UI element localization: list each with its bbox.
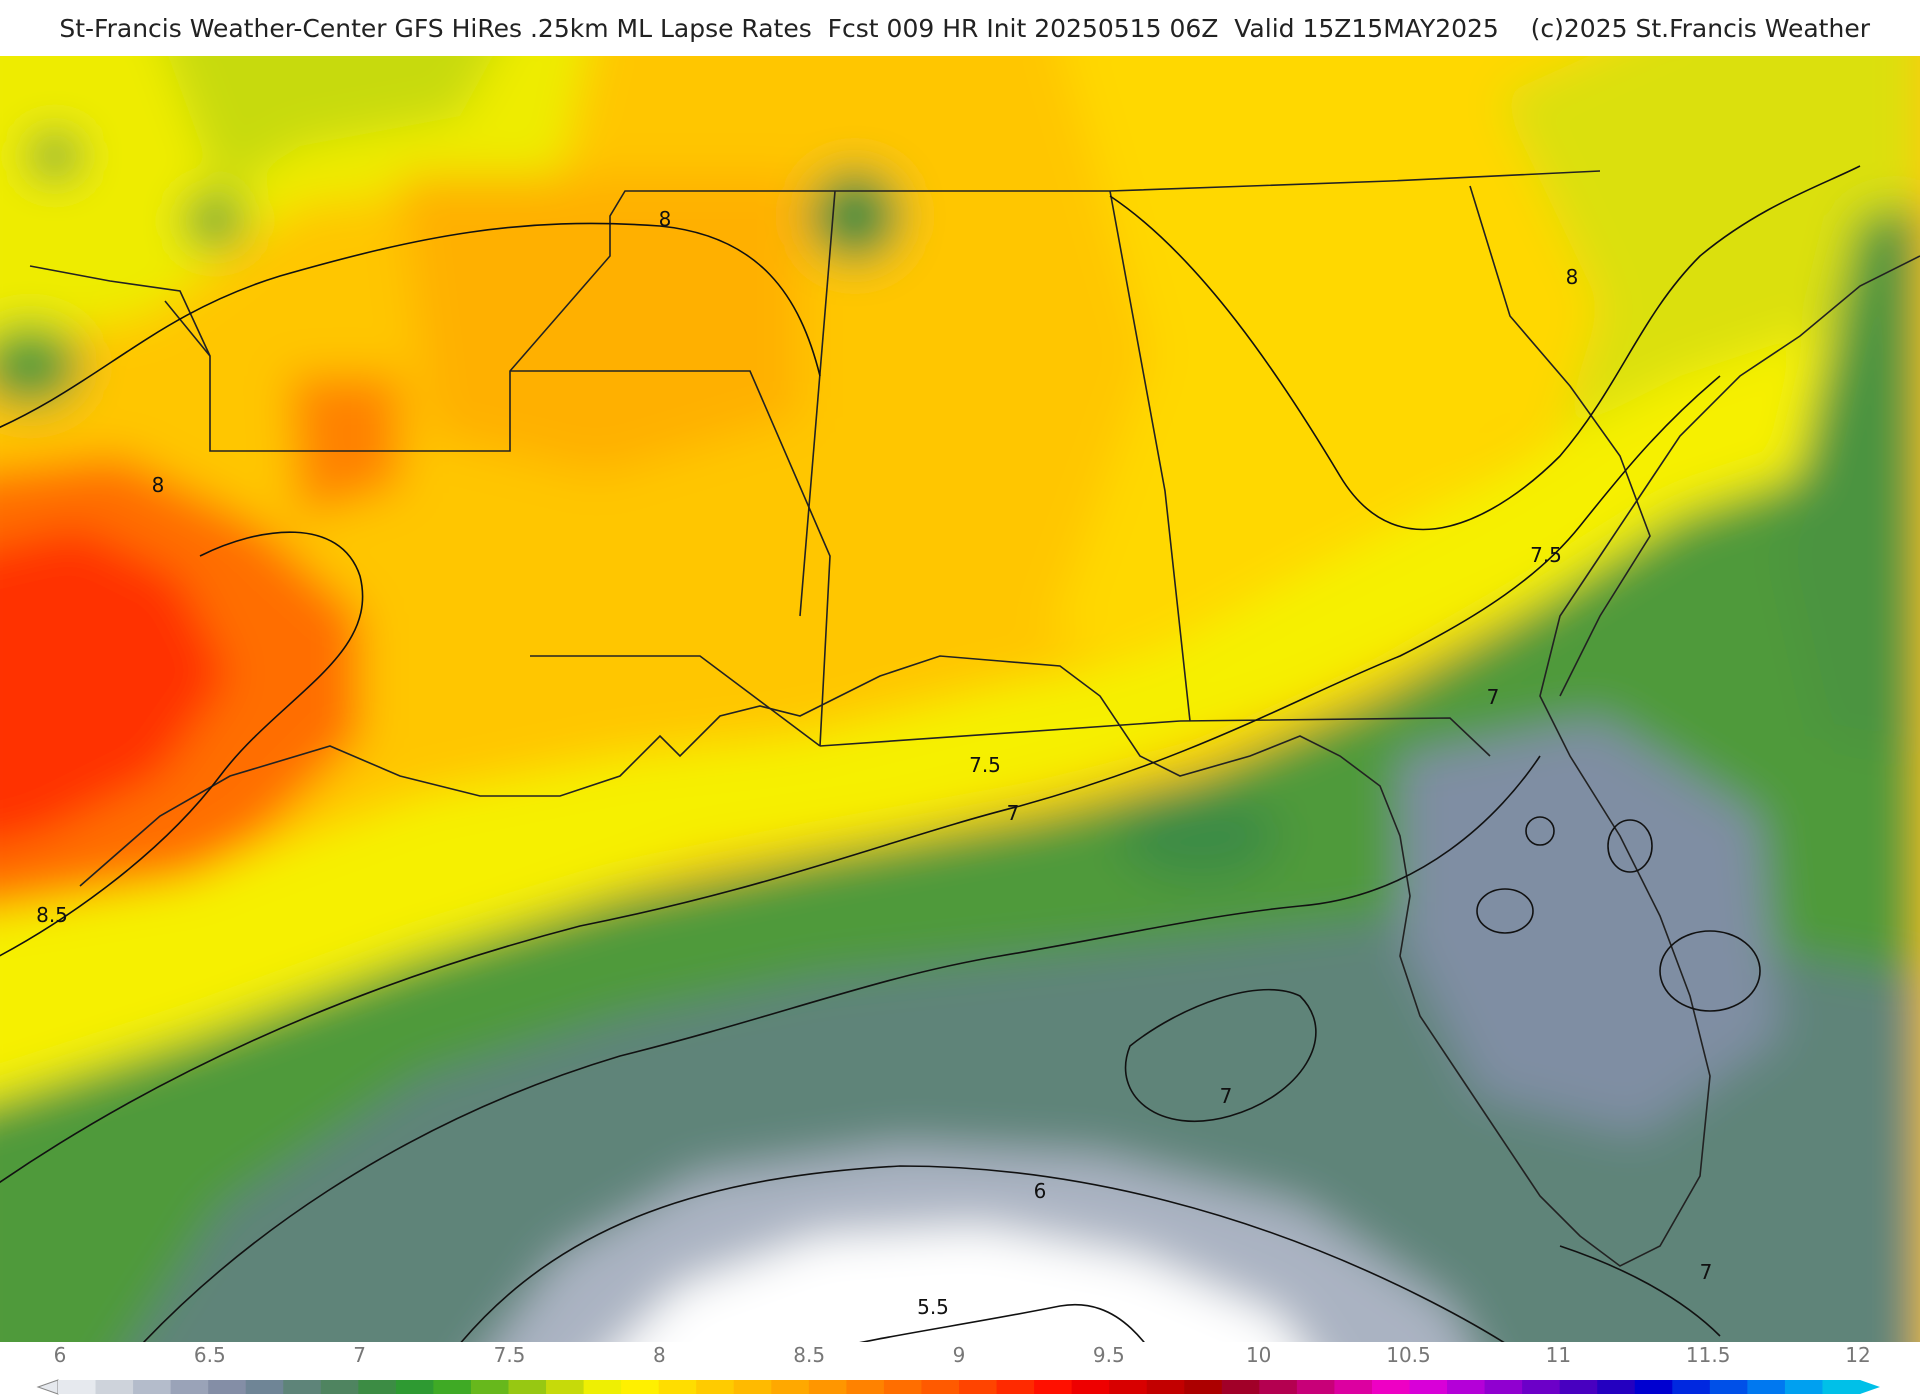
contour-florida-loop-2: [1607, 819, 1653, 873]
colorbar-swatch: [133, 1380, 172, 1394]
colorbar-tick-label: 7.5: [494, 1343, 526, 1367]
contour-7-gulf: [142, 755, 1541, 1342]
colorbar-tick-label: 6: [54, 1343, 67, 1367]
colorbar-swatch: [1409, 1380, 1448, 1394]
colorbar-swatch: [1822, 1380, 1861, 1394]
colorbar-swatch: [1371, 1380, 1410, 1394]
colorbar-swatch: [621, 1380, 660, 1394]
colorbar-swatch: [658, 1380, 697, 1394]
contour-florida-loop-1: [1476, 888, 1534, 934]
colorbar-swatch: [1484, 1380, 1523, 1394]
colorbar-swatch: [583, 1380, 622, 1394]
colorbar-swatch: [395, 1380, 434, 1394]
colorbar-swatch: [996, 1380, 1035, 1394]
colorbar-swatch: [959, 1380, 998, 1394]
coastline: [79, 255, 1920, 1267]
colorbar-swatches: [36, 1379, 1880, 1395]
contour-5-5: [859, 1303, 1145, 1342]
colorbar-swatch: [433, 1380, 472, 1394]
colorbar-swatch: [771, 1380, 810, 1394]
colorbar-tick-label: 7: [353, 1343, 366, 1367]
colorbar-swatch: [1221, 1380, 1260, 1394]
contour-8-5: [0, 531, 364, 957]
contour-7-florida: [1559, 1245, 1721, 1337]
colorbar-swatch: [170, 1380, 209, 1394]
colorbar-swatch: [883, 1380, 922, 1394]
colorbar-swatch: [95, 1380, 134, 1394]
colorbar: 6 6.5 7 7.5 8 8.5 9 9.5 10 10.5 11 11.5 12: [36, 1343, 1880, 1395]
colorbar-swatch: [1709, 1380, 1748, 1394]
contour-label-8-5: 8.5: [36, 903, 68, 927]
colorbar-swatch: [1672, 1380, 1711, 1394]
colorbar-swatch: [58, 1380, 97, 1394]
contour-lines: [0, 165, 1861, 1342]
contour-label-group: 8 8 8 8.5 7.5 7.5 7 7 7 7 6 5.5: [36, 207, 1712, 1319]
contour-label-8-c: 8: [1566, 265, 1579, 289]
contour-label-7-a: 7: [1007, 801, 1020, 825]
colorbar-tick-label: 11: [1546, 1343, 1571, 1367]
contour-label-7-d: 7: [1700, 1260, 1713, 1284]
colorbar-swatch: [320, 1380, 359, 1394]
colorbar-tick-label: 9: [953, 1343, 966, 1367]
colorbar-tick-label: 8.5: [793, 1343, 825, 1367]
colorbar-swatch: [245, 1380, 284, 1394]
contour-7-5-gulf: [0, 375, 1721, 1184]
contour-label-8-a: 8: [659, 207, 672, 231]
colorbar-swatch: [1334, 1380, 1373, 1394]
colorbar-swatch: [1184, 1380, 1223, 1394]
colorbar-swatch: [1146, 1380, 1185, 1394]
colorbar-swatch: [1296, 1380, 1335, 1394]
colorbar-tick-label: 10.5: [1386, 1343, 1431, 1367]
contour-7-loop: [1124, 988, 1317, 1122]
colorbar-swatch: [1784, 1380, 1823, 1394]
contour-label-7-5-a: 7.5: [969, 753, 1001, 777]
colorbar-swatch: [358, 1380, 397, 1394]
colorbar-swatch: [1559, 1380, 1598, 1394]
colorbar-swatch: [1447, 1380, 1486, 1394]
contour-florida-loop-3: [1659, 930, 1761, 1012]
contour-label-7-c: 7: [1220, 1084, 1233, 1108]
colorbar-swatch: [1597, 1380, 1636, 1394]
colorbar-swatch: [470, 1380, 509, 1394]
colorbar-tick-labels: 6 6.5 7 7.5 8 8.5 9 9.5 10 10.5 11 11.5 12: [54, 1343, 1871, 1367]
colorbar-swatch: [1522, 1380, 1561, 1394]
contour-label-5-5: 5.5: [917, 1295, 949, 1319]
colorbar-tick-label: 10: [1246, 1343, 1271, 1367]
color-field: [0, 56, 1920, 1342]
colorbar-swatch: [846, 1380, 885, 1394]
colorbar-swatch: [546, 1380, 585, 1394]
colorbar-swatch: [1034, 1380, 1073, 1394]
colorbar-swatch: [283, 1380, 322, 1394]
colorbar-swatch: [1747, 1380, 1786, 1394]
colorbar-swatch: [208, 1380, 247, 1394]
colorbar-swatch: [1109, 1380, 1148, 1394]
colorbar-arrow-right: [1860, 1380, 1880, 1394]
colorbar-swatch: [808, 1380, 847, 1394]
contour-label-8-b: 8: [152, 473, 165, 497]
contour-label-7-5-b: 7.5: [1530, 543, 1562, 567]
contour-8-north: [0, 222, 821, 429]
contour-florida-loop-4: [1525, 816, 1555, 846]
colorbar-swatch: [1071, 1380, 1110, 1394]
state-borders: [29, 170, 1651, 757]
contour-label-6: 6: [1034, 1179, 1047, 1203]
colorbar-tick-label: 8: [653, 1343, 666, 1367]
colorbar-swatch: [733, 1380, 772, 1394]
colorbar-swatch: [1634, 1380, 1673, 1394]
colorbar-tick-label: 11.5: [1686, 1343, 1731, 1367]
map-title: St-Francis Weather-Center GFS HiRes .25k…: [59, 13, 1870, 43]
colorbar-swatch: [1259, 1380, 1298, 1394]
map-panel: 8 8 8 8.5 7.5 7.5 7 7 7 7 6 5.5: [0, 56, 1920, 1342]
colorbar-tick-label: 12: [1845, 1343, 1870, 1367]
lapse-rate-map: 8 8 8 8.5 7.5 7.5 7 7 7 7 6 5.5: [0, 56, 1920, 1342]
contour-8-east: [1109, 165, 1861, 531]
colorbar-swatch: [921, 1380, 960, 1394]
contour-label-7-b: 7: [1487, 685, 1500, 709]
colorbar-swatch: [508, 1380, 547, 1394]
contour-6: [460, 1165, 1505, 1342]
colorbar-tick-label: 6.5: [194, 1343, 226, 1367]
colorbar-arrow-left: [36, 1379, 59, 1395]
colorbar-swatch: [696, 1380, 735, 1394]
colorbar-tick-label: 9.5: [1093, 1343, 1125, 1367]
